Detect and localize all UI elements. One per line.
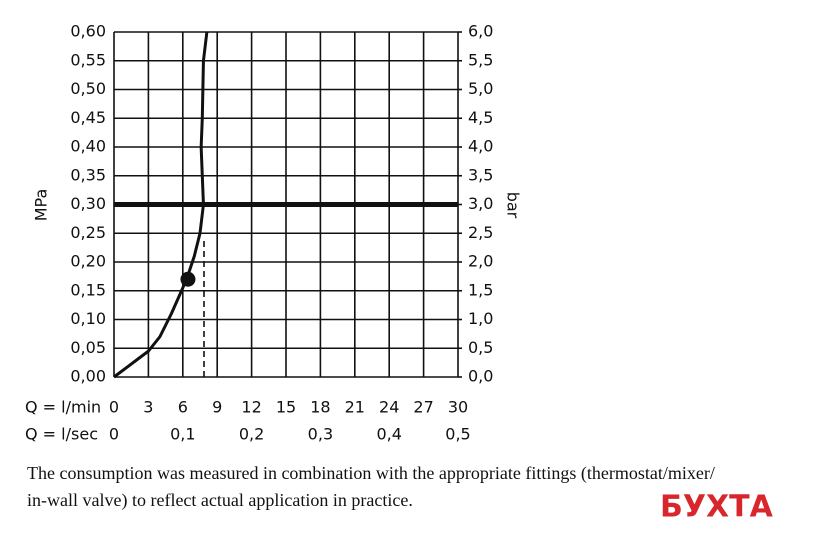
x-tick-label: 9	[212, 398, 222, 417]
x-tick-label: 6	[178, 398, 188, 417]
x2-row-label: Q = l/sec	[25, 425, 98, 444]
y-tick-label: 0,25	[70, 223, 106, 242]
y-tick-label: 0,15	[70, 280, 106, 299]
x2-tick-label: 0,4	[376, 425, 401, 444]
y-tick-label: 0,35	[70, 165, 106, 184]
y2-tick-label: 5,5	[468, 50, 493, 69]
x-tick-label: 21	[345, 398, 365, 417]
y-axis-label: MPa	[32, 189, 51, 222]
x-tick-label: 15	[276, 398, 296, 417]
y2-axis-label: bar	[504, 192, 523, 219]
operating-point	[180, 271, 196, 287]
y2-tick-label: 6,0	[468, 22, 493, 41]
y2-tick-label: 3,0	[468, 194, 493, 213]
watermark: БУХТА	[660, 490, 774, 525]
y2-tick-label: 0,0	[468, 367, 493, 386]
caption: in-wall valve) to reflect actual applica…	[27, 490, 413, 511]
caption: The consumption was measured in combinat…	[27, 463, 715, 484]
y2-tick-label: 2,0	[468, 252, 493, 271]
y-tick-label: 0,55	[70, 50, 106, 69]
y2-tick-label: 0,5	[468, 338, 493, 357]
curve	[113, 31, 209, 379]
y2-tick-label: 4,5	[468, 108, 493, 127]
x2-tick-label: 0,1	[170, 425, 195, 444]
y-tick-label: 0,60	[70, 22, 106, 41]
x2-tick-label: 0,3	[308, 425, 333, 444]
y2-tick-label: 1,0	[468, 309, 493, 328]
x-row-label: Q = l/min	[25, 398, 101, 417]
y2-tick-label: 1,5	[468, 280, 493, 299]
x-tick-label: 30	[448, 398, 468, 417]
x2-tick-label: 0,2	[239, 425, 264, 444]
x-tick-label: 18	[310, 398, 330, 417]
x-tick-label: 12	[241, 398, 261, 417]
y2-tick-label: 4,0	[468, 137, 493, 156]
y2-tick-label: 3,5	[468, 165, 493, 184]
y2-tick-label: 2,5	[468, 223, 493, 242]
y-tick-label: 0,10	[70, 309, 106, 328]
x2-tick-label: 0,5	[445, 425, 470, 444]
y-tick-label: 0,05	[70, 338, 106, 357]
y-tick-label: 0,20	[70, 252, 106, 271]
y-tick-label: 0,50	[70, 79, 106, 98]
y-tick-label: 0,30	[70, 194, 106, 213]
x-tick-label: 24	[379, 398, 399, 417]
y2-tick-label: 5,0	[468, 79, 493, 98]
y-tick-label: 0,45	[70, 108, 106, 127]
y-tick-label: 0,00	[70, 367, 106, 386]
x-tick-label: 0	[109, 398, 119, 417]
y-tick-label: 0,40	[70, 137, 106, 156]
x-tick-label: 27	[413, 398, 433, 417]
x2-tick-label: 0	[109, 425, 119, 444]
x-tick-label: 3	[143, 398, 153, 417]
